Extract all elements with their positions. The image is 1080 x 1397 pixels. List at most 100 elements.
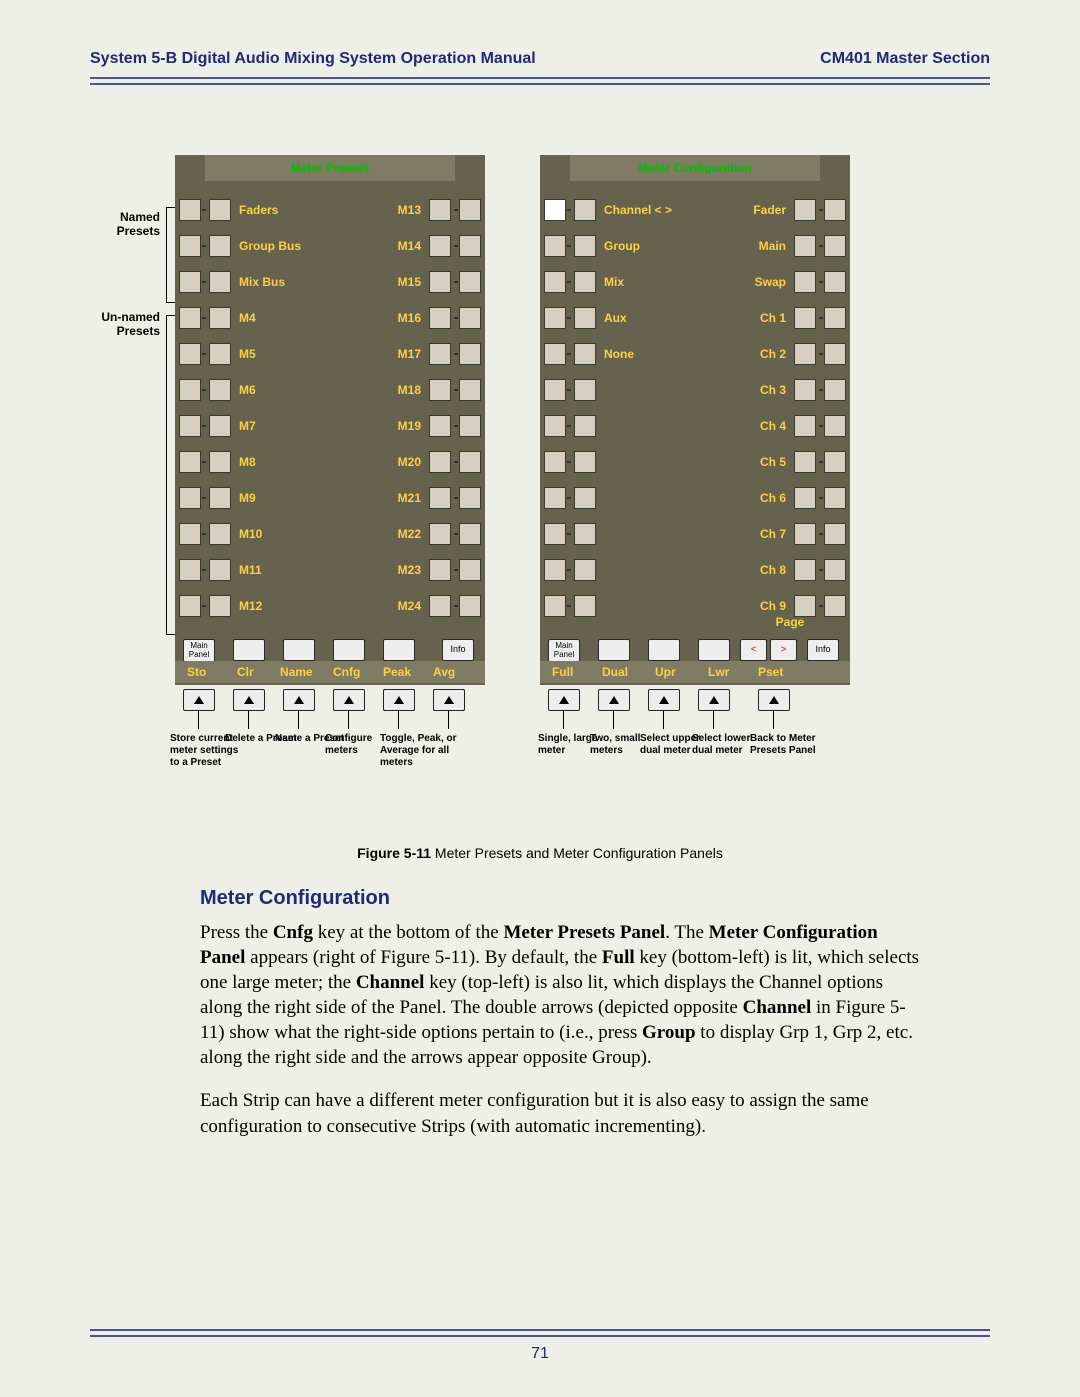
row-btn[interactable] [179, 451, 201, 473]
arrow-button[interactable] [698, 689, 730, 711]
arrow-button[interactable] [233, 689, 265, 711]
row-btn[interactable] [544, 415, 566, 437]
row-btn[interactable] [209, 199, 231, 221]
row-btn[interactable] [544, 595, 566, 617]
row-btn[interactable] [179, 415, 201, 437]
row-btn[interactable] [459, 235, 481, 257]
row-btn[interactable] [179, 595, 201, 617]
row-btn[interactable] [179, 343, 201, 365]
row-btn[interactable] [179, 307, 201, 329]
row-btn[interactable] [459, 523, 481, 545]
row-btn[interactable] [544, 451, 566, 473]
row-btn[interactable] [794, 595, 816, 617]
row-btn[interactable] [794, 343, 816, 365]
row-btn[interactable] [794, 235, 816, 257]
arrow-button[interactable] [183, 689, 215, 711]
row-btn[interactable] [824, 343, 846, 365]
row-btn[interactable] [574, 379, 596, 401]
row-btn[interactable] [574, 451, 596, 473]
row-btn[interactable] [574, 343, 596, 365]
row-btn[interactable] [179, 199, 201, 221]
arrow-button[interactable] [548, 689, 580, 711]
row-btn[interactable] [824, 271, 846, 293]
row-btn[interactable] [544, 523, 566, 545]
row-btn[interactable] [209, 235, 231, 257]
row-btn[interactable] [179, 271, 201, 293]
row-btn[interactable] [179, 487, 201, 509]
row-btn[interactable] [574, 523, 596, 545]
blank-btn-r3[interactable] [698, 639, 730, 661]
row-btn[interactable] [209, 487, 231, 509]
row-btn[interactable] [544, 379, 566, 401]
blank-btn-4[interactable] [383, 639, 415, 661]
row-btn[interactable] [429, 595, 451, 617]
row-btn[interactable] [574, 487, 596, 509]
row-btn[interactable] [429, 415, 451, 437]
row-btn[interactable] [209, 559, 231, 581]
row-btn[interactable] [544, 271, 566, 293]
row-btn[interactable] [794, 415, 816, 437]
row-btn[interactable] [429, 271, 451, 293]
arrow-button[interactable] [283, 689, 315, 711]
arrow-button[interactable] [648, 689, 680, 711]
row-btn[interactable] [179, 559, 201, 581]
row-btn[interactable] [429, 451, 451, 473]
row-btn[interactable] [544, 343, 566, 365]
row-btn[interactable] [544, 487, 566, 509]
row-btn[interactable] [179, 235, 201, 257]
row-btn[interactable] [544, 307, 566, 329]
row-btn[interactable] [574, 415, 596, 437]
row-btn[interactable] [824, 595, 846, 617]
blank-btn-3[interactable] [333, 639, 365, 661]
row-btn[interactable] [824, 523, 846, 545]
row-btn[interactable] [574, 307, 596, 329]
row-btn[interactable] [459, 343, 481, 365]
row-btn[interactable] [574, 559, 596, 581]
row-btn[interactable] [209, 523, 231, 545]
row-btn[interactable] [794, 523, 816, 545]
row-btn[interactable] [794, 451, 816, 473]
row-btn[interactable] [574, 271, 596, 293]
arrow-button[interactable] [433, 689, 465, 711]
row-btn[interactable] [209, 415, 231, 437]
row-btn[interactable] [209, 451, 231, 473]
main-panel-button-r[interactable]: Main Panel [548, 639, 580, 662]
row-btn[interactable] [794, 307, 816, 329]
row-btn[interactable] [794, 271, 816, 293]
row-btn[interactable] [574, 199, 596, 221]
page-right-button[interactable]: > [770, 639, 797, 661]
row-btn[interactable] [429, 379, 451, 401]
row-btn[interactable] [459, 307, 481, 329]
main-panel-button[interactable]: Main Panel [183, 639, 215, 662]
row-btn[interactable] [459, 451, 481, 473]
blank-btn-1[interactable] [233, 639, 265, 661]
row-btn[interactable] [544, 559, 566, 581]
row-btn[interactable] [209, 271, 231, 293]
row-btn[interactable] [824, 487, 846, 509]
page-left-button[interactable]: < [740, 639, 767, 661]
row-btn[interactable] [429, 307, 451, 329]
row-btn[interactable] [824, 379, 846, 401]
row-btn[interactable] [209, 307, 231, 329]
row-btn[interactable] [794, 559, 816, 581]
arrow-button[interactable] [758, 689, 790, 711]
row-btn[interactable] [429, 559, 451, 581]
row-btn[interactable] [179, 379, 201, 401]
blank-btn-r1[interactable] [598, 639, 630, 661]
row-btn[interactable] [459, 487, 481, 509]
row-btn[interactable] [429, 199, 451, 221]
row-btn[interactable] [544, 199, 566, 221]
row-btn[interactable] [459, 379, 481, 401]
row-btn[interactable] [544, 235, 566, 257]
blank-btn-2[interactable] [283, 639, 315, 661]
row-btn[interactable] [459, 271, 481, 293]
row-btn[interactable] [794, 379, 816, 401]
row-btn[interactable] [209, 343, 231, 365]
arrow-button[interactable] [383, 689, 415, 711]
row-btn[interactable] [459, 559, 481, 581]
row-btn[interactable] [209, 595, 231, 617]
row-btn[interactable] [824, 235, 846, 257]
row-btn[interactable] [429, 343, 451, 365]
arrow-button[interactable] [598, 689, 630, 711]
info-button[interactable]: Info [442, 639, 474, 661]
